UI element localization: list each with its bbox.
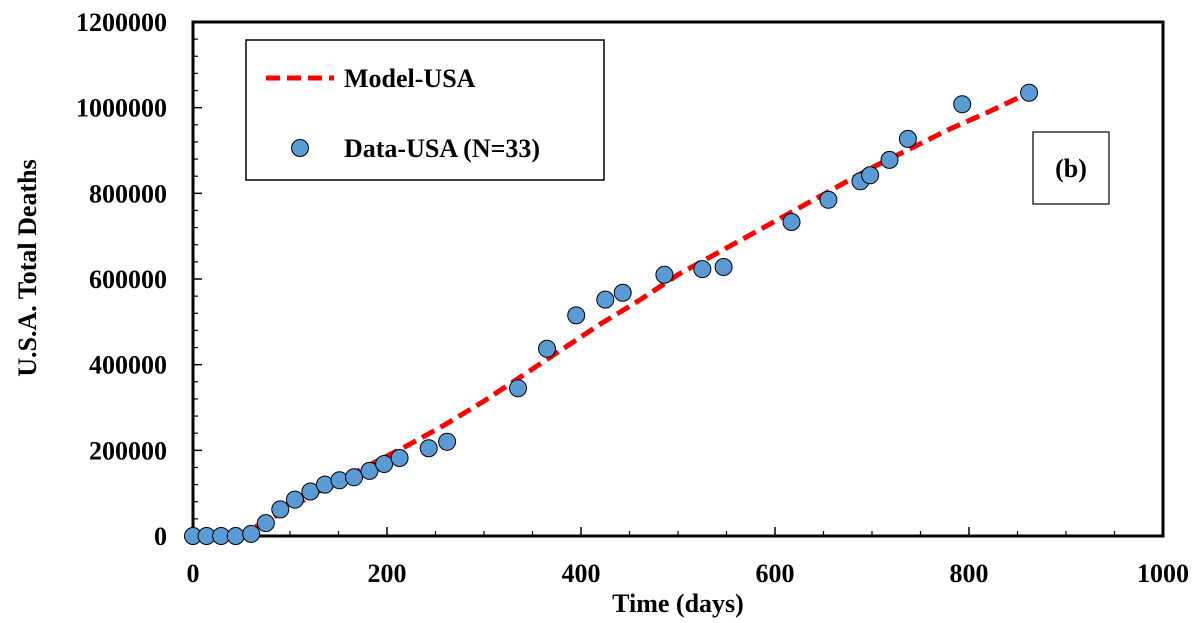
- data-usa-point: [655, 265, 674, 284]
- data-usa-point: [271, 500, 290, 519]
- data-usa-point: [375, 455, 394, 473]
- data-usa-point: [613, 283, 632, 302]
- data-usa-point: [819, 190, 838, 209]
- y-tick-label: 800000: [89, 179, 167, 208]
- data-usa-point: [1020, 83, 1039, 102]
- x-tick-label: 200: [368, 559, 407, 588]
- legend-data-marker-swatch: [291, 139, 309, 157]
- data-usa-point: [509, 379, 527, 398]
- x-tick-label: 600: [756, 559, 795, 588]
- data-usa-point: [301, 482, 320, 501]
- data-usa-point: [596, 290, 615, 309]
- x-tick-label: 0: [187, 559, 200, 588]
- data-usa-point: [285, 490, 304, 509]
- data-usa-point: [538, 339, 556, 358]
- y-tick-labels: 0 200000 400000 600000 800000 1000000 1200000: [76, 8, 167, 551]
- data-usa-point: [861, 166, 880, 185]
- data-usa-point: [390, 449, 409, 467]
- data-usa-point: [782, 213, 801, 231]
- panel-label-frame: [1032, 131, 1110, 205]
- y-tick-label: 400000: [89, 351, 167, 380]
- data-usa-point: [567, 306, 586, 325]
- y-tick-label: 1200000: [76, 8, 167, 37]
- data-usa-point: [330, 471, 349, 490]
- data-usa-point: [898, 129, 917, 148]
- x-tick-labels: 0 200 400 600 800 1000: [187, 559, 1190, 588]
- data-usa-point: [419, 439, 438, 458]
- series-layer: [184, 83, 1039, 545]
- x-tick-label: 800: [950, 559, 989, 588]
- data-usa-point: [360, 461, 379, 480]
- y-axis-label: U.S.A. Total Deaths: [13, 159, 42, 376]
- panel-label: (b): [1055, 154, 1087, 183]
- data-usa-point: [438, 432, 457, 451]
- y-tick-label: 600000: [89, 265, 167, 294]
- x-tick-label: 400: [562, 559, 601, 588]
- legend-label-data: Data-USA (N=33): [344, 134, 540, 163]
- y-tick-label: 0: [154, 522, 167, 551]
- x-axis-label: Time (days): [612, 589, 744, 618]
- panel-label-box: (b): [1032, 131, 1110, 205]
- data-usa-point: [242, 524, 261, 543]
- x-tick-label: 1000: [1137, 559, 1189, 588]
- legend-label-model: Model-USA: [344, 64, 476, 93]
- legend-box: [245, 39, 605, 181]
- data-usa-point: [226, 527, 245, 545]
- y-tick-label: 1000000: [76, 94, 167, 123]
- data-usa-point: [953, 95, 972, 114]
- data-usa-point: [714, 258, 733, 276]
- legend: Model-USA Data-USA (N=33): [245, 39, 605, 181]
- data-usa-point: [345, 468, 363, 487]
- y-tick-label: 200000: [89, 436, 167, 465]
- data-usa-point: [256, 514, 275, 533]
- data-usa-point: [880, 150, 899, 169]
- data-usa-point: [693, 260, 712, 279]
